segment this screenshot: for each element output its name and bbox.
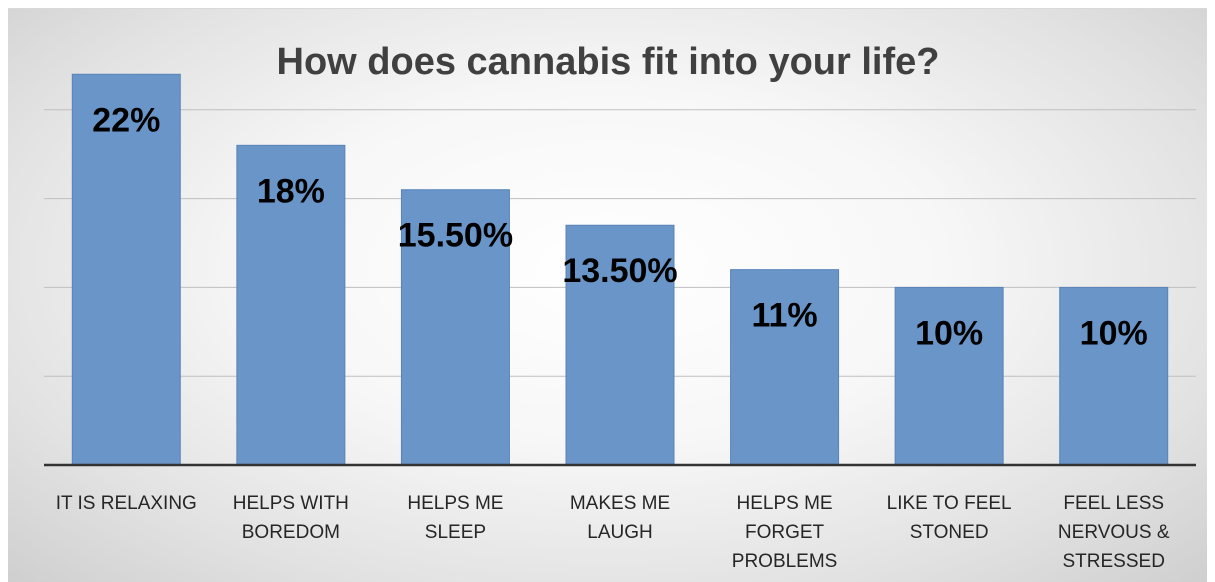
data-label: 15.50%	[398, 217, 513, 255]
data-label: 10%	[1080, 314, 1148, 352]
bar	[1059, 286, 1169, 466]
category-label-line: SLEEP	[425, 522, 486, 543]
category-label-line: FORGET	[745, 522, 825, 543]
data-label: 10%	[915, 314, 983, 352]
bar-chart: How does cannabis fit into your life? 22…	[44, 41, 1196, 572]
chart-title: How does cannabis fit into your life?	[277, 41, 940, 83]
data-label: 11%	[751, 297, 817, 335]
bar	[400, 189, 510, 466]
chart-area: How does cannabis fit into your life? 22…	[8, 8, 1207, 582]
category-label-line: HELPS ME	[737, 493, 833, 514]
category-label-line: LIKE TO FEEL	[887, 493, 1012, 514]
bar	[565, 224, 675, 466]
category-label: LIKE TO FEEL STONED	[887, 493, 1012, 543]
category-label-line: PROBLEMS	[732, 551, 838, 572]
bars	[71, 73, 1169, 466]
category-label-line: STRESSED	[1063, 551, 1165, 572]
category-label: MAKES ME LAUGH	[570, 493, 670, 543]
category-label-line: MAKES ME	[570, 493, 670, 514]
category-label-line: STONED	[910, 522, 989, 543]
category-label-line: BOREDOM	[242, 522, 340, 543]
category-label-line: NERVOUS &	[1058, 522, 1170, 543]
category-label: IT IS RELAXING	[56, 493, 197, 514]
category-label-line: LAUGH	[587, 522, 652, 543]
bar	[730, 269, 840, 466]
data-label: 18%	[257, 172, 325, 210]
category-label: HELPS ME SLEEP	[407, 493, 503, 543]
data-label: 13.50%	[562, 252, 677, 290]
category-label: HELPS WITH BOREDOM	[233, 493, 349, 543]
data-labels: 22% 18% 15.50% 13.50% 11% 10% 10%	[92, 101, 1147, 352]
category-label-line: HELPS ME	[407, 493, 503, 514]
category-label-line: IT IS RELAXING	[56, 493, 197, 514]
bar	[894, 286, 1004, 466]
category-label: FEEL LESS NERVOUS & STRESSED	[1058, 493, 1170, 572]
category-label: HELPS ME FORGET PROBLEMS	[732, 493, 838, 572]
bar	[71, 73, 181, 466]
category-label-line: HELPS WITH	[233, 493, 349, 514]
data-label: 22%	[92, 101, 160, 139]
category-label-line: FEEL LESS	[1063, 493, 1164, 514]
category-labels: IT IS RELAXING HELPS WITH BOREDOM HELPS ME S…	[56, 493, 1170, 572]
